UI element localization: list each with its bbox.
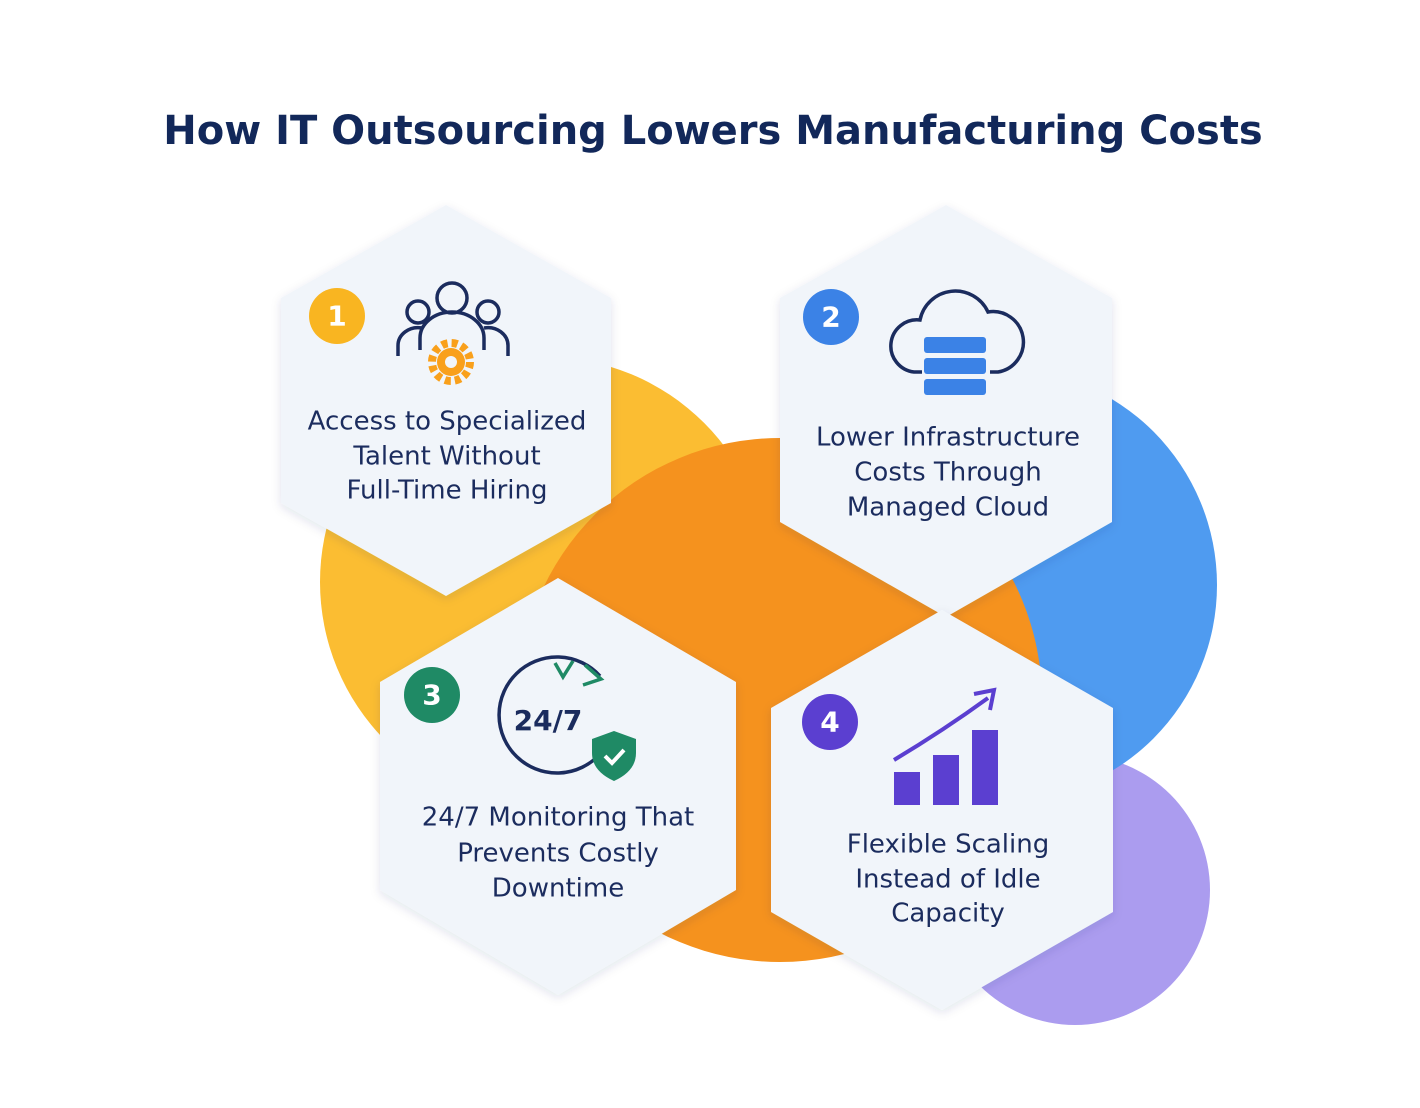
icon-check xyxy=(603,748,626,766)
label-line: Full-Time Hiring xyxy=(346,476,547,506)
label-line: Flexible Scaling xyxy=(847,830,1049,860)
label-line: Costs Through xyxy=(854,458,1041,488)
label-line: Managed Cloud xyxy=(847,493,1049,523)
label-line: Lower Infrastructure xyxy=(816,423,1080,453)
icon-clock xyxy=(497,655,605,775)
icon-shield xyxy=(592,731,636,781)
label-line: Prevents Costly xyxy=(457,839,659,869)
icon-bars xyxy=(894,730,998,805)
card-1: 1 Access to Specialized Talent Without F… xyxy=(281,205,611,596)
card-3: 3 24/7 24/7 Monitoring That Prevents Cos… xyxy=(380,578,736,995)
label-line: 24/7 Monitoring That xyxy=(422,803,694,833)
hexagon xyxy=(281,205,611,596)
label-line: Downtime xyxy=(492,874,624,904)
icon-cloud xyxy=(889,289,1026,374)
hexagon xyxy=(771,610,1113,1010)
badge xyxy=(802,694,858,750)
hexagon xyxy=(380,578,736,995)
hexagon xyxy=(780,205,1112,617)
badge-number: 1 xyxy=(327,300,346,333)
card-4: 4 Flexible Scaling Instead of Idle Capac… xyxy=(771,610,1113,1010)
icon-gear xyxy=(428,339,474,385)
icon-text: 24/7 xyxy=(514,704,583,737)
title: How IT Outsourcing Lowers Manufacturing … xyxy=(163,108,1263,154)
icon-server xyxy=(924,337,986,395)
badge-number: 4 xyxy=(820,706,839,739)
badge xyxy=(803,289,859,345)
icon-team xyxy=(396,281,510,356)
icon-arrow xyxy=(892,696,990,762)
badge-number: 2 xyxy=(821,301,840,334)
badge-number: 3 xyxy=(422,679,441,712)
label-line: Access to Specialized xyxy=(308,407,587,437)
label-line: Instead of Idle xyxy=(855,865,1040,895)
card-2: 2 Lower Infrastructure Costs Through Man… xyxy=(780,205,1112,617)
label-line: Talent Without xyxy=(352,442,540,472)
label-line: Capacity xyxy=(891,899,1005,929)
badge xyxy=(309,288,365,344)
icon-arrowhead xyxy=(973,687,997,711)
badge xyxy=(404,667,460,723)
